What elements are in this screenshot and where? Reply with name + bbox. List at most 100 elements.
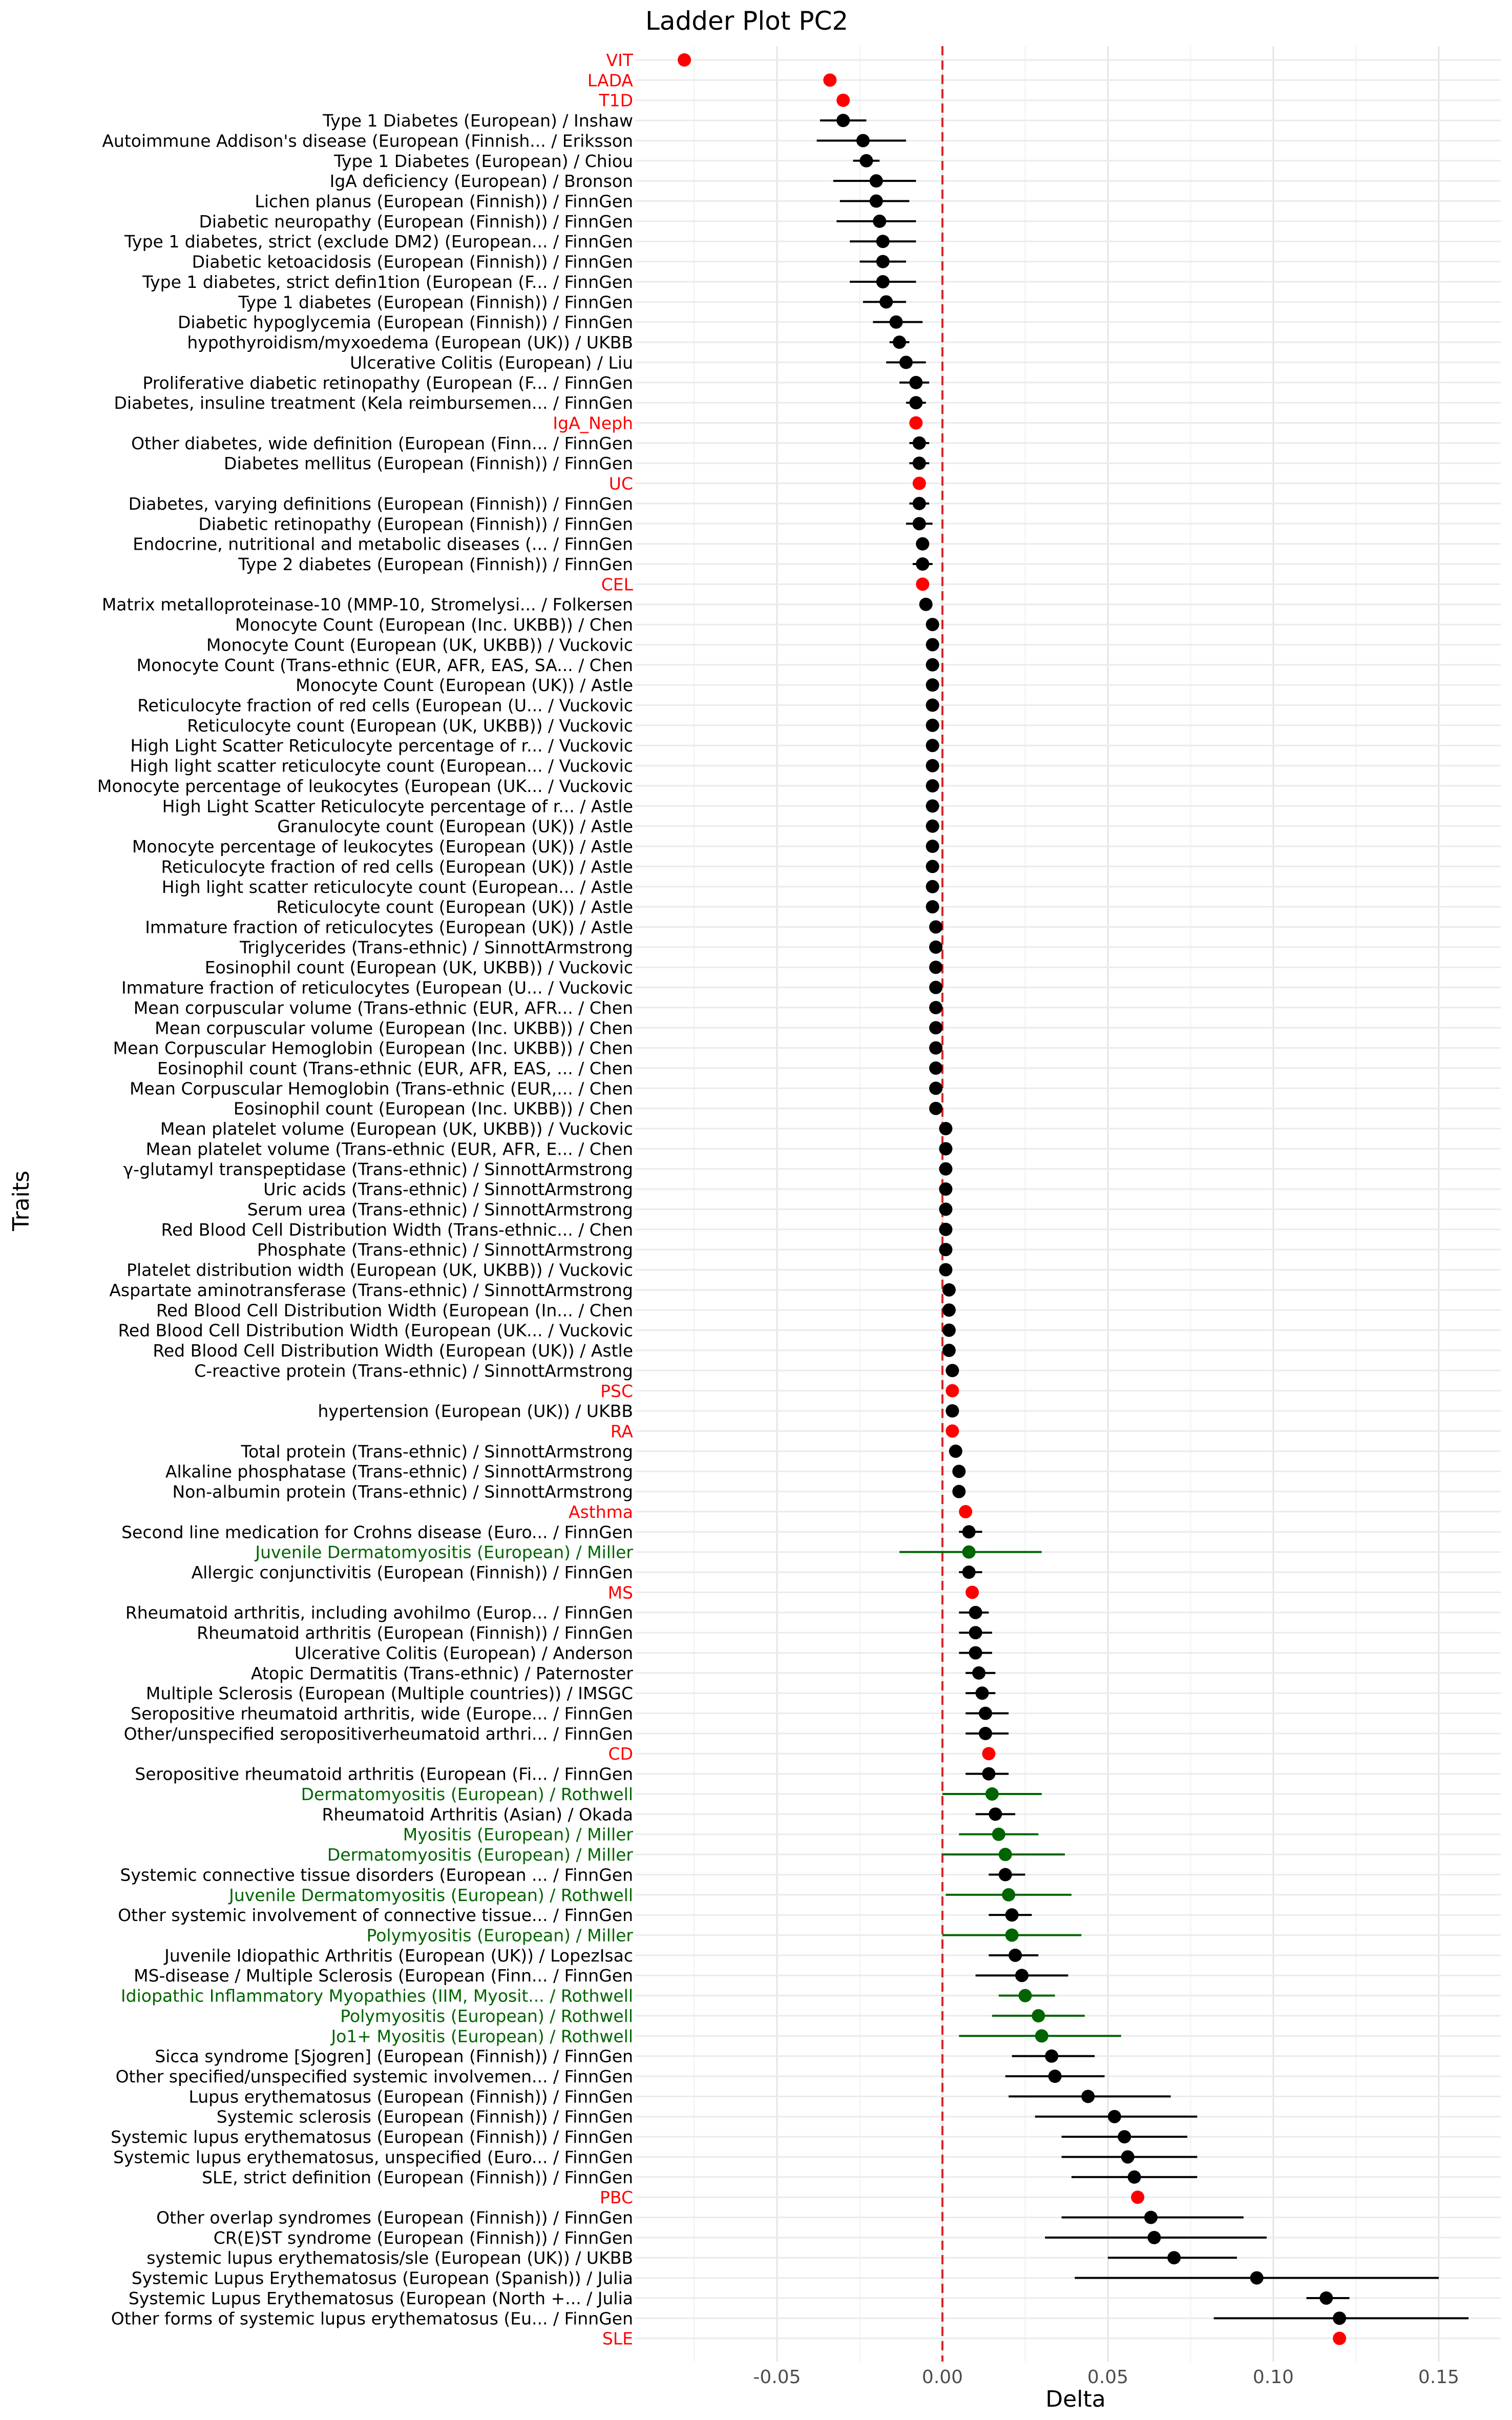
gridlines — [635, 46, 1501, 2362]
data-point — [926, 880, 939, 893]
y-tick-label: Lupus erythematosus (European (Finnish))… — [188, 2087, 633, 2106]
data-point — [876, 255, 890, 268]
y-tick-label: Type 1 diabetes, strict defin1tion (Euro… — [142, 272, 633, 292]
y-tick-label: Seropositive rheumatoid arthritis (Europ… — [135, 1764, 633, 1784]
y-tick-label: Reticulocyte count (European (UK)) / Ast… — [276, 897, 633, 917]
y-tick-label: High light scatter reticulocyte count (E… — [162, 877, 633, 897]
data-point — [929, 961, 943, 974]
y-tick-label: Immature fraction of reticulocytes (Euro… — [145, 917, 633, 937]
data-point — [939, 1222, 953, 1236]
data-point — [929, 980, 943, 994]
data-point — [929, 1061, 943, 1075]
y-tick-label: IgA_Neph — [553, 413, 633, 433]
data-point — [982, 1747, 996, 1761]
y-tick-label: Platelet distribution width (European (U… — [127, 1260, 633, 1280]
y-tick-label: Idiopathic Inflammatory Myopathies (IIM,… — [121, 1986, 633, 2006]
data-point — [982, 1767, 996, 1781]
data-point — [949, 1444, 962, 1458]
data-point — [912, 436, 926, 450]
y-tick-label: Endocrine, nutritional and metabolic dis… — [133, 534, 633, 554]
data-point — [998, 1848, 1012, 1862]
data-point — [859, 154, 873, 168]
y-tick-label: Seropositive rheumatoid arthritis, wide … — [131, 1704, 633, 1724]
data-point — [1015, 1969, 1029, 1983]
y-tick-label: High Light Scatter Reticulocyte percenta… — [130, 736, 633, 756]
data-point — [1009, 1948, 1022, 1962]
y-tick-label: Other specified/unspecified systemic inv… — [116, 2067, 633, 2087]
data-point — [926, 819, 939, 833]
y-tick-label: Other overlap syndromes (European (Finni… — [156, 2208, 633, 2228]
y-tick-label: Monocyte Count (Trans-ethnic (EUR, AFR, … — [137, 655, 633, 675]
y-tick-label: systemic lupus erythematosis/sle (Europe… — [146, 2248, 633, 2268]
y-tick-label: Polymyositis (European) / Rothwell — [340, 2006, 633, 2026]
y-tick-label: Systemic lupus erythematosus (European (… — [111, 2127, 633, 2147]
y-tick-label: Juvenile Idiopathic Arthritis (European … — [163, 1946, 633, 1966]
data-point — [876, 235, 890, 248]
data-point — [926, 678, 939, 692]
y-tick-label: SLE — [602, 2329, 633, 2349]
data-point — [876, 275, 890, 288]
y-tick-label: Diabetes, insuline treatment (Kela reimb… — [114, 393, 633, 413]
data-point — [869, 194, 883, 208]
y-tick-label: Red Blood Cell Distribution Width (Europ… — [153, 1341, 633, 1361]
data-point — [1333, 2311, 1347, 2325]
y-tick-label: MS-disease / Multiple Sclerosis (Europea… — [134, 1966, 633, 1986]
y-tick-label: Second line medication for Crohns diseas… — [121, 1522, 633, 1542]
y-tick-label: Monocyte percentage of leukocytes (Europ… — [97, 776, 633, 796]
y-tick-label: Other forms of systemic lupus erythemato… — [111, 2308, 633, 2328]
data-point — [873, 214, 887, 228]
data-point — [899, 356, 913, 369]
y-tick-label: Type 1 diabetes, strict (exclude DM2) (E… — [124, 232, 633, 252]
y-tick-label: Ulcerative Colitis (European) / Anderson — [295, 1643, 633, 1663]
data-point — [929, 1021, 943, 1035]
data-point — [869, 174, 883, 188]
data-point — [1005, 1928, 1019, 1942]
data-point — [1131, 2190, 1145, 2204]
y-tick-label: PBC — [600, 2187, 633, 2207]
y-tick-label: Diabetic hypoglycemia (European (Finnish… — [178, 312, 633, 332]
y-tick-label: Type 2 diabetes (European (Finnish)) / F… — [238, 554, 633, 574]
chart-title: Ladder Plot PC2 — [645, 6, 848, 36]
data-point — [678, 53, 691, 67]
data-point — [1167, 2251, 1181, 2265]
y-tick-label: Rheumatoid arthritis, including avohilmo… — [125, 1603, 633, 1623]
data-point — [836, 93, 850, 107]
data-point — [972, 1666, 986, 1680]
data-point — [926, 860, 939, 873]
data-point — [929, 1041, 943, 1055]
y-tick-label: hypothyroidism/myxoedema (European (UK))… — [187, 332, 633, 352]
x-tick-label: 0.00 — [922, 2367, 963, 2388]
data-point — [1048, 2070, 1062, 2083]
data-point — [856, 134, 870, 148]
data-point — [975, 1686, 989, 1700]
y-tick-label: Uric acids (Trans-ethnic) / SinnottArmst… — [263, 1179, 633, 1199]
data-point — [962, 1566, 976, 1579]
y-tick-label: Other diabetes, wide definition (Europea… — [131, 433, 633, 453]
y-tick-label: Granulocyte count (European (UK)) / Astl… — [277, 817, 633, 837]
data-point — [893, 336, 907, 349]
data-point — [1121, 2150, 1135, 2164]
y-tick-label: Monocyte percentage of leukocytes (Europ… — [132, 837, 633, 857]
y-tick-label: Alkaline phosphatase (Trans-ethnic) / Si… — [165, 1462, 633, 1482]
data-point — [989, 1807, 1002, 1821]
data-point — [912, 517, 926, 531]
y-tick-label: Diabetes mellitus (European (Finnish)) /… — [224, 453, 633, 473]
y-tick-label: Eosinophil count (Trans-ethnic (EUR, AFR… — [157, 1058, 633, 1078]
y-tick-label: Triglycerides (Trans-ethnic) / SinnottAr… — [239, 937, 633, 957]
y-tick-label: Other systemic involvement of connective… — [118, 1905, 633, 1925]
y-tick-label: VIT — [606, 50, 634, 70]
data-point — [959, 1505, 973, 1518]
data-point — [1147, 2230, 1161, 2244]
y-tick-label: Type 1 diabetes (European (Finnish)) / F… — [238, 292, 633, 312]
y-tick-label: Multiple Sclerosis (European (Multiple c… — [146, 1683, 633, 1703]
y-tick-label: MS — [608, 1582, 633, 1602]
y-tick-label: Mean Corpuscular Hemoglobin (Trans-ethni… — [130, 1078, 633, 1098]
data-point — [1127, 2170, 1141, 2184]
y-tick-label: Reticulocyte fraction of red cells (Euro… — [137, 696, 633, 716]
y-tick-label: Matrix metalloproteinase-10 (MMP-10, Str… — [102, 595, 633, 615]
y-tick-label: C-reactive protein (Trans-ethnic) / Sinn… — [194, 1361, 633, 1381]
data-point — [998, 1868, 1012, 1882]
y-tick-label: Myositis (European) / Miller — [403, 1825, 634, 1845]
